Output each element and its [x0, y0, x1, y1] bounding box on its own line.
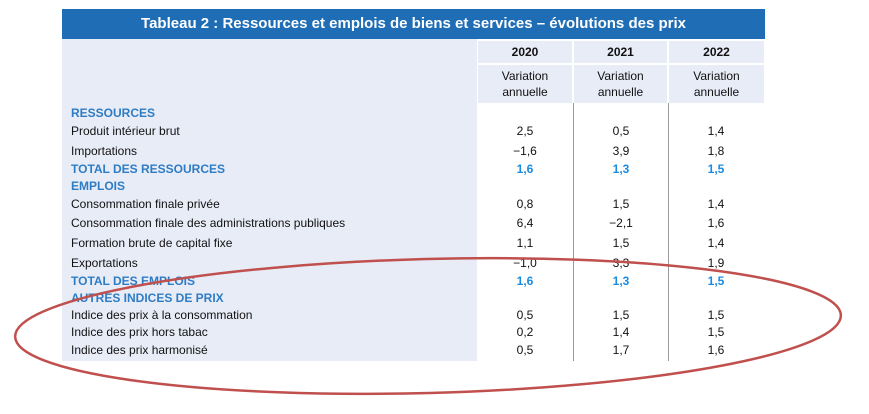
column-divider	[668, 103, 669, 361]
table-row: TOTAL DES RESSOURCES 1,6 1,3 1,5	[62, 160, 765, 178]
cell-value: 1,5	[612, 308, 630, 322]
cell-value: 1,5	[612, 197, 630, 211]
cell-value: 3,9	[612, 144, 630, 158]
row-label: TOTAL DES RESSOURCES	[71, 162, 226, 176]
row-label: Indice des prix à la consommation	[71, 308, 253, 322]
cell-value: 1,3	[612, 162, 630, 176]
label-column-background	[62, 39, 477, 361]
cell-value: 1,5	[612, 236, 630, 250]
cell-value: 1,6	[516, 274, 534, 288]
cell-value: 1,4	[707, 236, 725, 250]
cell-value: 1,5	[707, 325, 725, 339]
cell-value: 1,6	[707, 216, 725, 230]
row-label: Exportations	[71, 256, 138, 270]
cell-value: 3,3	[612, 256, 630, 270]
table-row: TOTAL DES EMPLOIS 1,6 1,3 1,5	[62, 272, 765, 290]
subheader-line: Variation	[693, 69, 740, 83]
column-header-year: 2022	[669, 41, 764, 63]
column-header-year: 2020	[478, 41, 572, 63]
cell-value: 1,8	[707, 144, 725, 158]
column-divider	[573, 103, 574, 361]
cell-value: 1,5	[707, 162, 725, 176]
row-label: Importations	[71, 144, 138, 158]
row-label: Consommation finale des administrations …	[71, 216, 346, 230]
cell-value: 0,2	[516, 325, 534, 339]
table-row: EMPLOIS	[62, 177, 765, 195]
annotation-ellipse	[13, 256, 843, 396]
row-label: Consommation finale privée	[71, 197, 220, 211]
table-row: AUTRES INDICES DE PRIX	[62, 289, 765, 307]
table-row: Consommation finale des administrations …	[62, 214, 765, 232]
cell-value: 1,4	[707, 197, 725, 211]
cell-value: 0,5	[516, 343, 534, 357]
subheader-line: annuelle	[693, 85, 740, 99]
cell-value: −2,1	[609, 216, 633, 230]
cell-value: 6,4	[516, 216, 534, 230]
table-title: Tableau 2 : Ressources et emplois de bie…	[62, 9, 765, 39]
table-row: Indice des prix harmonisé 0,5 1,7 1,6	[62, 341, 765, 359]
cell-value: 0,5	[612, 124, 630, 138]
row-label: Produit intérieur brut	[71, 124, 180, 138]
subheader-line: Variation	[597, 69, 644, 83]
cell-value: 1,5	[707, 308, 725, 322]
row-label: RESSOURCES	[71, 106, 156, 120]
table-row: Indice des prix hors tabac 0,2 1,4 1,5	[62, 323, 765, 341]
row-label: Indice des prix hors tabac	[71, 325, 208, 339]
column-header-year: 2021	[574, 41, 667, 63]
table-row: Formation brute de capital fixe 1,1 1,5 1,4	[62, 234, 765, 252]
cell-value: 0,5	[516, 308, 534, 322]
cell-value: 1,1	[516, 236, 534, 250]
row-label: Formation brute de capital fixe	[71, 236, 233, 250]
cell-value: 1,7	[612, 343, 630, 357]
table-row: Indice des prix à la consommation 0,5 1,5 1…	[62, 306, 765, 324]
table-row: Consommation finale privée 0,8 1,5 1,4	[62, 195, 765, 213]
cell-value: 1,6	[516, 162, 534, 176]
cell-value: 0,8	[516, 197, 534, 211]
column-subheader: Variation annuelle	[478, 65, 572, 103]
cell-value: 2,5	[516, 124, 534, 138]
table-row: Produit intérieur brut 2,5 0,5 1,4	[62, 122, 765, 140]
column-subheader: Variation annuelle	[574, 65, 667, 103]
row-label: Indice des prix harmonisé	[71, 343, 208, 357]
cell-value: 1,4	[707, 124, 725, 138]
row-label: EMPLOIS	[71, 179, 126, 193]
cell-value: −1,6	[513, 144, 537, 158]
cell-value: 1,5	[707, 274, 725, 288]
cell-value: 1,3	[612, 274, 630, 288]
column-subheader: Variation annuelle	[669, 65, 764, 103]
cell-value: 1,4	[612, 325, 630, 339]
cell-value: 1,6	[707, 343, 725, 357]
table-row: RESSOURCES	[62, 104, 765, 122]
subheader-line: Variation	[501, 69, 549, 83]
cell-value: 1,9	[707, 256, 725, 270]
subheader-line: annuelle	[502, 85, 548, 99]
subheader-line: annuelle	[597, 85, 644, 99]
row-label: TOTAL DES EMPLOIS	[71, 274, 196, 288]
row-label: AUTRES INDICES DE PRIX	[71, 291, 224, 305]
table-row: Importations −1,6 3,9 1,8	[62, 142, 765, 160]
